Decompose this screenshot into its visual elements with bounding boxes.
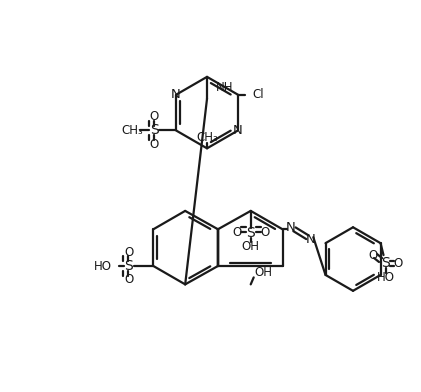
Text: O: O — [124, 246, 133, 259]
Text: S: S — [246, 226, 255, 240]
Text: S: S — [381, 256, 390, 270]
Text: S: S — [124, 259, 133, 273]
Text: O: O — [149, 138, 159, 151]
Text: CH₃: CH₃ — [122, 124, 143, 137]
Text: OH: OH — [255, 266, 273, 279]
Text: O: O — [394, 256, 403, 270]
Text: O: O — [260, 226, 269, 239]
Text: N: N — [171, 88, 181, 101]
Text: HO: HO — [93, 260, 112, 272]
Text: O: O — [124, 273, 133, 287]
Text: N: N — [306, 233, 315, 246]
Text: Cl: Cl — [253, 88, 264, 101]
Text: OH: OH — [242, 240, 260, 253]
Text: O: O — [149, 110, 159, 123]
Text: CH₃: CH₃ — [196, 131, 218, 144]
Text: O: O — [368, 249, 377, 261]
Text: HO: HO — [376, 271, 394, 285]
Text: NH: NH — [216, 81, 234, 94]
Text: S: S — [150, 123, 159, 138]
Text: O: O — [232, 226, 241, 239]
Text: N: N — [233, 124, 243, 137]
Text: N: N — [285, 221, 296, 234]
